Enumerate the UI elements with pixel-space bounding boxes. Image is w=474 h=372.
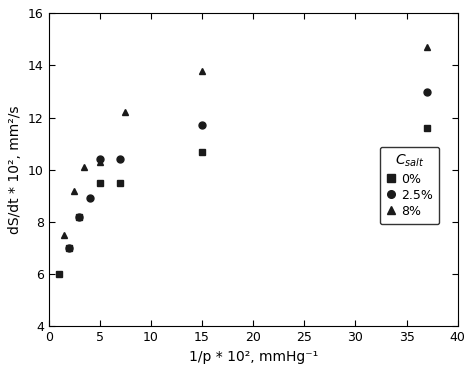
2.5% — [66, 246, 72, 250]
Line: 0%: 0% — [55, 125, 430, 278]
0% — [56, 272, 62, 276]
2.5% — [424, 89, 430, 94]
8% — [72, 189, 77, 193]
8% — [82, 165, 87, 169]
X-axis label: 1/p * 10², mmHg⁻¹: 1/p * 10², mmHg⁻¹ — [189, 350, 318, 364]
0% — [66, 246, 72, 250]
8% — [424, 45, 430, 49]
Line: 2.5%: 2.5% — [65, 88, 430, 251]
2.5% — [87, 196, 92, 201]
8% — [199, 68, 205, 73]
8% — [97, 160, 102, 164]
Line: 8%: 8% — [61, 44, 430, 238]
Y-axis label: dS/dt * 10², mm²/s: dS/dt * 10², mm²/s — [9, 106, 22, 234]
8% — [122, 110, 128, 115]
Legend: 0%, 2.5%, 8%: 0%, 2.5%, 8% — [380, 147, 439, 224]
2.5% — [76, 215, 82, 219]
0% — [118, 180, 123, 185]
8% — [61, 233, 67, 237]
0% — [97, 180, 102, 185]
0% — [76, 215, 82, 219]
0% — [424, 126, 430, 130]
2.5% — [199, 123, 205, 128]
0% — [199, 149, 205, 154]
2.5% — [118, 157, 123, 161]
2.5% — [97, 157, 102, 161]
